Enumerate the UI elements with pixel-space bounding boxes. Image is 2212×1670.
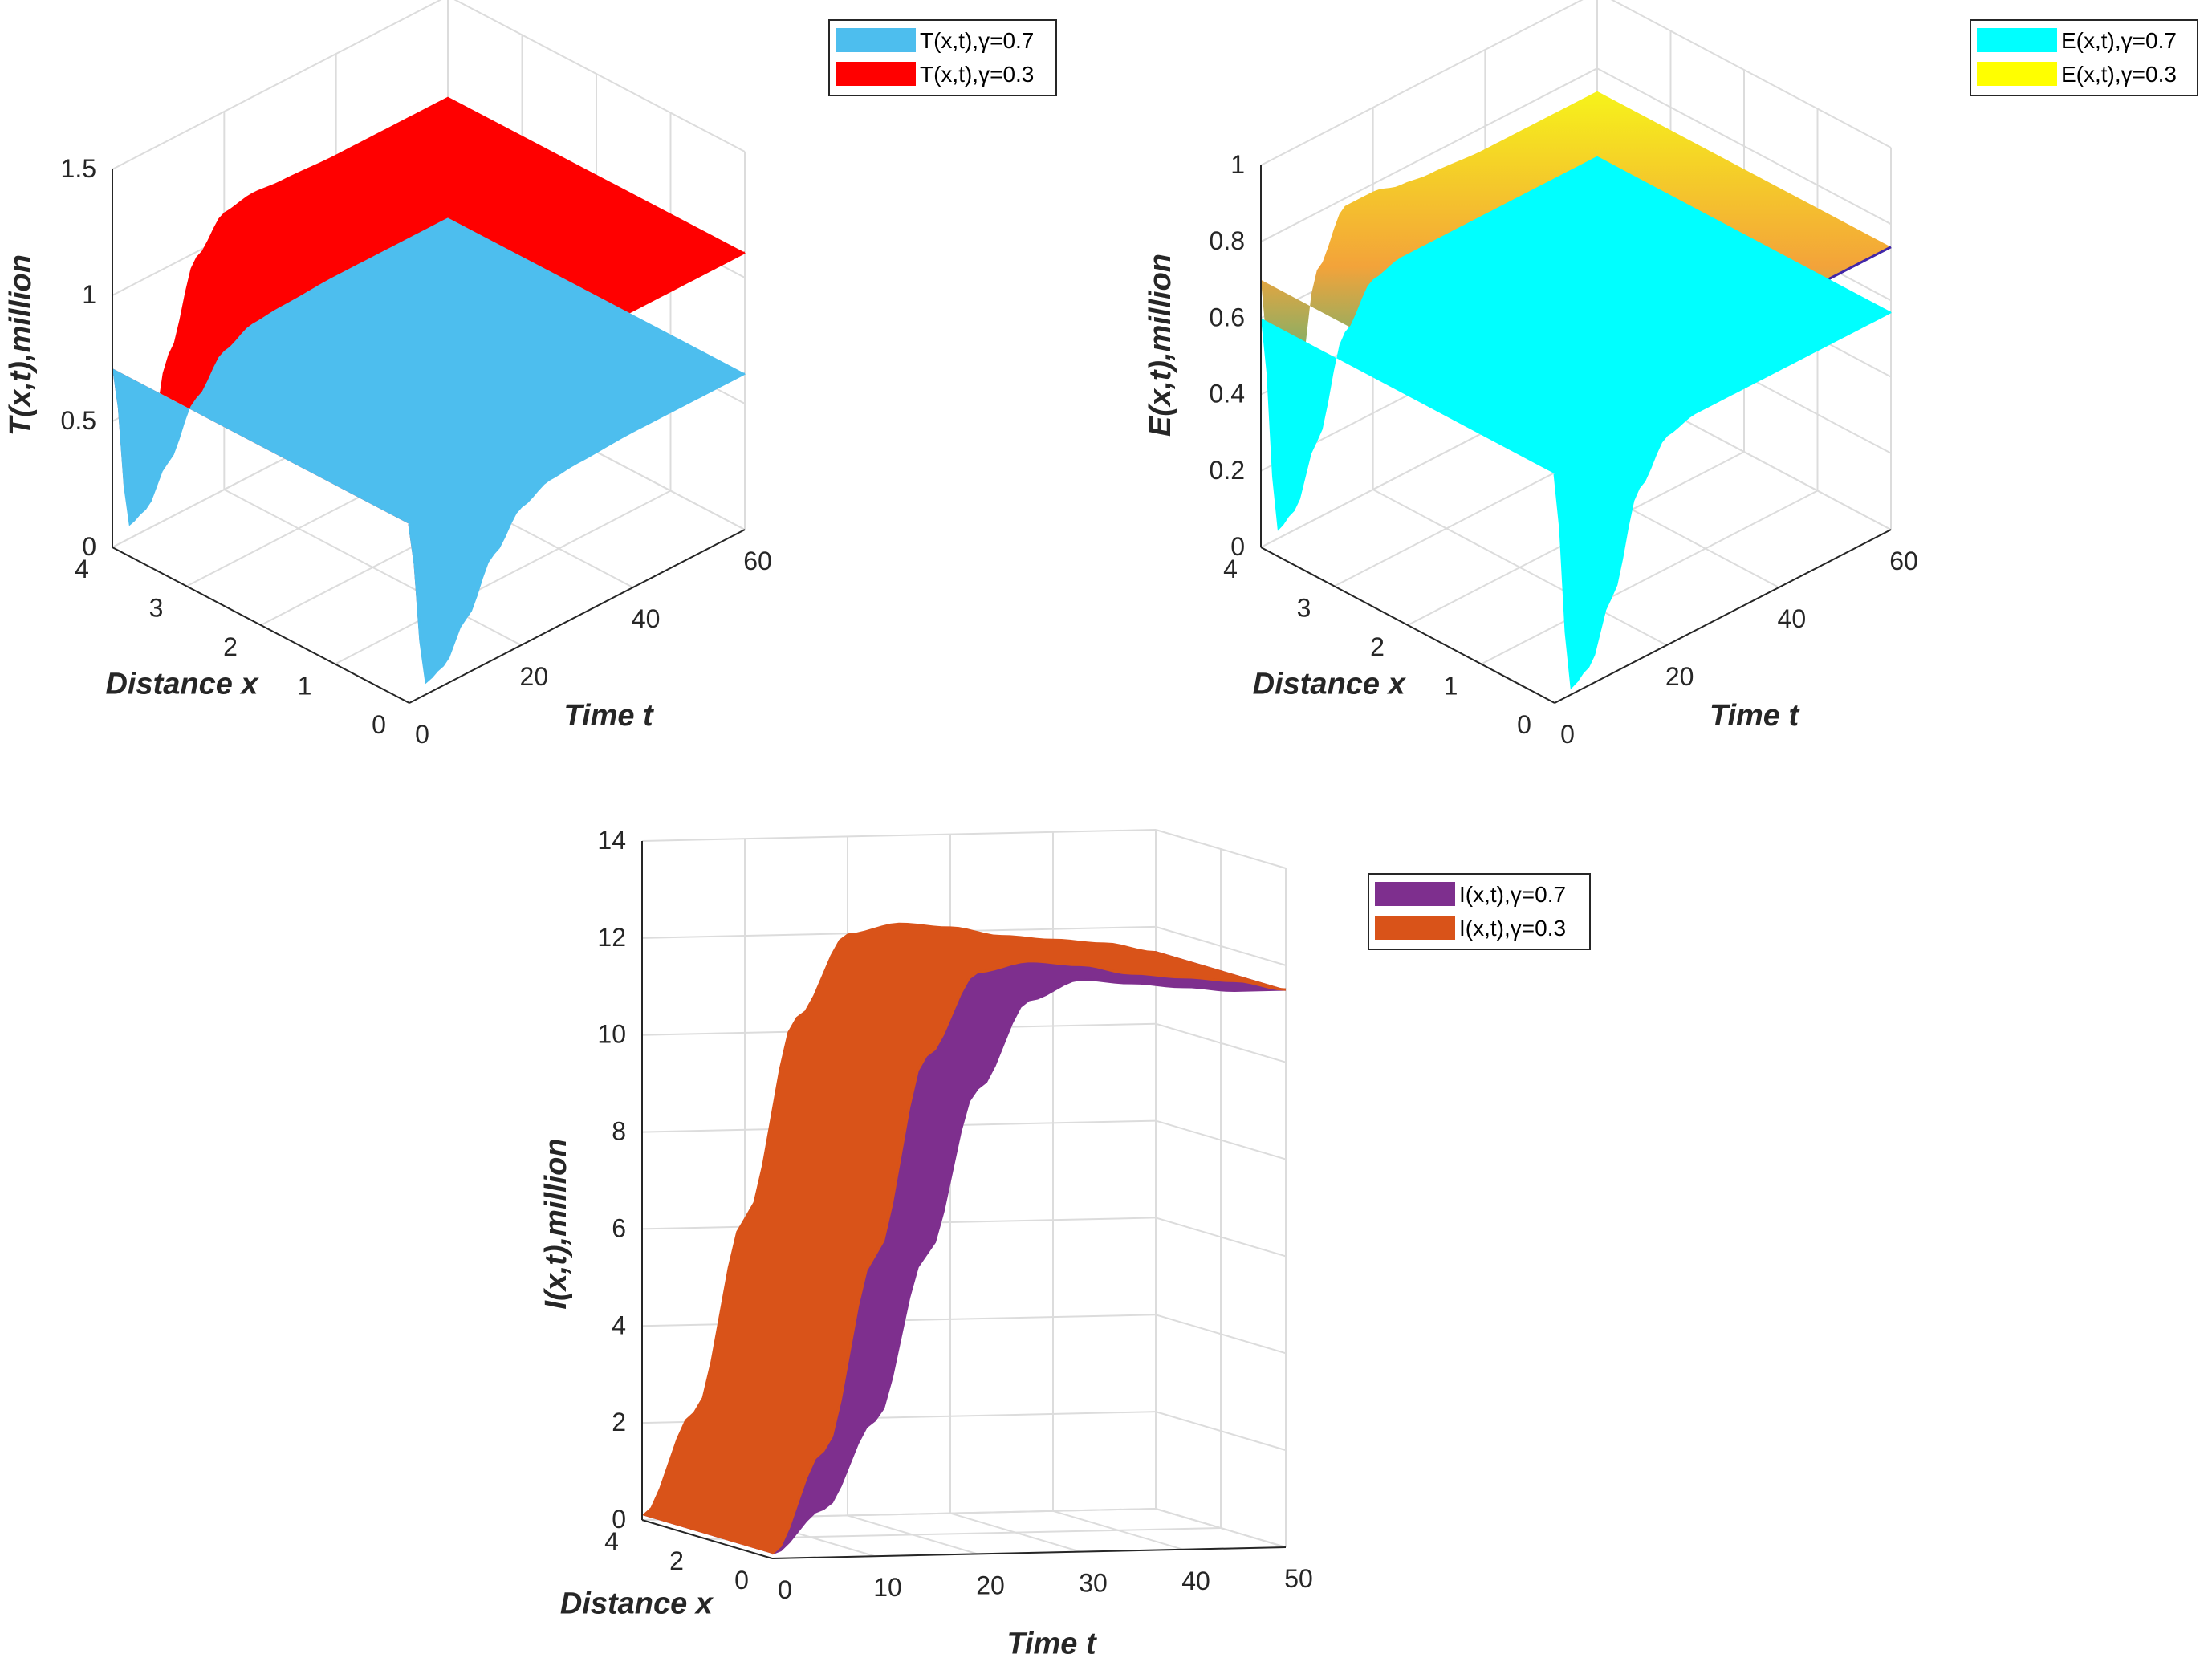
- t-tick-label: 40: [1778, 604, 1807, 633]
- z-tick-label: 0: [612, 1505, 626, 1534]
- surface-patch: [112, 217, 745, 682]
- legend-swatch: [1375, 882, 1455, 906]
- z-axis-label: T(x,t),million: [4, 254, 38, 436]
- z-tick-label: 0: [82, 532, 96, 561]
- z-axis-label: E(x,t),million: [1144, 254, 1177, 437]
- gridline-x: [335, 490, 671, 665]
- x-tick-label: 0: [1517, 710, 1531, 739]
- x-tick-label: 0: [734, 1566, 749, 1595]
- z-tick-label: 1.5: [61, 154, 96, 183]
- t-tick-label: 0: [778, 1575, 792, 1604]
- t-tick-label: 40: [632, 604, 661, 633]
- gridline-z: [1260, 0, 1584, 166]
- legend-label: E(x,t),γ=0.7: [2061, 28, 2177, 53]
- z-tick-label: 0: [1230, 532, 1245, 561]
- x-axis-label: Distance x: [105, 667, 259, 701]
- t-axis-line: [409, 529, 746, 704]
- t-axis-label: Time t: [1006, 1627, 1097, 1661]
- t-tick-label: 50: [1284, 1564, 1313, 1593]
- legend: I(x,t),γ=0.7 I(x,t),γ=0.3: [1368, 873, 1591, 950]
- z-tick-label: 0.4: [1210, 380, 1245, 408]
- x-axis-line: [641, 1519, 773, 1559]
- x-tick-label: 2: [669, 1546, 684, 1575]
- z-tick-label: 8: [612, 1117, 626, 1146]
- t-tick-label: 30: [1079, 1569, 1108, 1598]
- legend-label: I(x,t),γ=0.3: [1459, 916, 1566, 941]
- x-tick-label: 1: [298, 672, 312, 701]
- surface-E-series-0: [1261, 156, 1892, 690]
- z-tick-label: 10: [597, 1020, 626, 1049]
- legend: T(x,t),γ=0.7 T(x,t),γ=0.3: [828, 19, 1057, 96]
- t-axis-line: [771, 1546, 1287, 1559]
- x-tick-label: 3: [1297, 594, 1311, 623]
- t-axis-label: Time t: [563, 699, 654, 733]
- z-tick-label: 14: [597, 826, 626, 855]
- legend-label: T(x,t),γ=0.7: [920, 28, 1034, 53]
- gridline-z: [1260, 67, 1598, 243]
- x-tick-label: 1: [1444, 672, 1458, 701]
- surface-I-series-1: [642, 922, 1287, 1555]
- t-axis-line: [1554, 529, 1892, 704]
- gridline-z: [641, 829, 1157, 842]
- t-tick-label: 0: [1560, 720, 1575, 749]
- x-tick-label: 4: [604, 1527, 619, 1556]
- legend-swatch: [836, 28, 916, 52]
- x-tick-label: 0: [372, 710, 386, 739]
- x-axis-label: Distance x: [1253, 667, 1407, 701]
- legend-swatch: [836, 62, 916, 86]
- t-tick-label: 0: [415, 720, 429, 749]
- z-tick-label: 0.8: [1210, 226, 1245, 255]
- t-tick-label: 60: [743, 547, 772, 575]
- surface-T-series-0: [112, 217, 746, 685]
- z-axis-label: I(x,t),million: [539, 1138, 573, 1309]
- z-tick-label: 6: [612, 1213, 626, 1242]
- legend-swatch: [1977, 28, 2057, 52]
- surface-patch: [1261, 156, 1891, 687]
- gridline-x: [1481, 490, 1818, 665]
- x-axis-line: [112, 547, 410, 704]
- t-tick-label: 10: [873, 1573, 902, 1602]
- x-tick-label: 2: [1370, 632, 1385, 661]
- z-tick-label: 1: [1230, 150, 1245, 179]
- t-tick-label: 20: [1665, 662, 1694, 691]
- legend: E(x,t),γ=0.7 E(x,t),γ=0.3: [1970, 19, 2198, 96]
- legend-swatch: [1977, 62, 2057, 86]
- x-tick-label: 4: [75, 555, 89, 583]
- t-tick-label: 60: [1889, 547, 1918, 575]
- x-axis-line: [1260, 547, 1555, 704]
- z-tick-label: 0.5: [61, 406, 96, 435]
- z-tick-label: 0.6: [1210, 303, 1245, 331]
- surface-patch: [642, 922, 1286, 1554]
- x-axis-label: Distance x: [560, 1587, 714, 1621]
- z-tick-label: 1: [82, 280, 96, 309]
- legend-swatch: [1375, 916, 1455, 940]
- z-tick-label: 12: [597, 923, 626, 952]
- t-axis-label: Time t: [1710, 699, 1800, 733]
- x-tick-label: 2: [223, 632, 238, 661]
- legend-label: T(x,t),γ=0.3: [920, 62, 1034, 87]
- z-tick-label: 0.2: [1210, 456, 1245, 485]
- legend-label: I(x,t),γ=0.7: [1459, 882, 1566, 907]
- legend-label: E(x,t),γ=0.3: [2061, 62, 2177, 87]
- t-tick-label: 40: [1181, 1566, 1210, 1595]
- t-tick-label: 20: [520, 662, 549, 691]
- z-tick-label: 2: [612, 1408, 626, 1436]
- z-tick-label: 4: [612, 1310, 626, 1339]
- t-tick-label: 20: [976, 1570, 1005, 1599]
- x-tick-label: 3: [149, 594, 164, 623]
- gridline-z: [112, 0, 442, 170]
- x-tick-label: 4: [1223, 555, 1238, 583]
